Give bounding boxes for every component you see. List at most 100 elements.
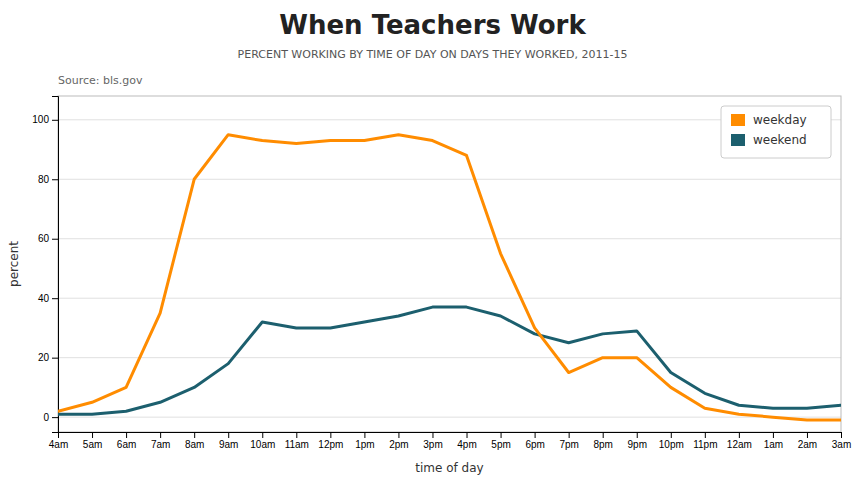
tick-label: 0 [43, 412, 49, 423]
tick-label: 4am [49, 439, 68, 450]
y-tick: 20 [38, 352, 58, 363]
x-axis-title: time of day [415, 461, 483, 475]
tick-mark [467, 432, 468, 438]
x-tick: 7pm [559, 432, 578, 450]
x-tick: 6pm [525, 432, 544, 450]
x-tick: 8am [185, 432, 204, 450]
x-tick: 10pm [659, 432, 684, 450]
x-tick: 12am [727, 432, 752, 450]
tick-label: 60 [38, 233, 50, 244]
grid-line [58, 357, 841, 358]
subtitle: PERCENT WORKING BY TIME OF DAY ON DAYS T… [238, 48, 628, 61]
legend-box [721, 106, 831, 158]
x-tick: 1am [764, 432, 783, 450]
tick-mark [807, 432, 808, 438]
plot-frame [58, 96, 841, 432]
x-axis: 4am 5am 6am 7am 8am 9am 10am 11am 12pm 1pm 2pm 3pm 4… [49, 432, 851, 450]
tick-mark [603, 432, 604, 438]
tick-mark [228, 432, 229, 438]
tick-label: 6pm [525, 439, 544, 450]
y-tick: 40 [38, 293, 58, 304]
tick-mark [671, 432, 672, 438]
tick-mark [432, 432, 433, 438]
tick-mark [52, 120, 58, 121]
x-tick: 10am [250, 432, 275, 450]
lines [58, 135, 841, 420]
tick-label: 5am [83, 439, 102, 450]
x-tick: 3pm [423, 432, 442, 450]
tick-label: 10pm [659, 439, 684, 450]
tick-label: 8pm [593, 439, 612, 450]
grid-line [58, 298, 841, 299]
grid [58, 120, 841, 417]
tick-mark [126, 432, 127, 438]
x-tick: 5pm [491, 432, 510, 450]
tick-label: 1pm [355, 439, 374, 450]
legend-label: weekday [753, 113, 807, 127]
tick-mark [330, 432, 331, 438]
y-axis: 0 20 40 60 80 100 [32, 97, 58, 433]
tick-mark [262, 432, 263, 438]
legend-label: weekend [753, 133, 807, 147]
tick-mark [773, 432, 774, 438]
x-tick: 4am [49, 432, 68, 450]
y-tick: 60 [38, 233, 58, 244]
tick-mark [296, 432, 297, 438]
tick-mark [52, 179, 58, 180]
tick-label: 12pm [318, 439, 343, 450]
legend: weekday weekend [721, 106, 831, 158]
tick-mark [194, 432, 195, 438]
tick-label: 40 [38, 293, 50, 304]
tick-mark [52, 239, 58, 240]
tick-label: 4pm [457, 439, 476, 450]
tick-label: 9am [219, 439, 238, 450]
legend-swatch [731, 134, 745, 146]
grid-line [58, 238, 841, 239]
x-tick: 2am [798, 432, 817, 450]
chart: When Teachers WorkPERCENT WORKING BY TIM… [0, 0, 865, 484]
y-tick: 100 [32, 114, 58, 125]
x-tick: 11pm [693, 432, 717, 450]
tick-label: 20 [38, 352, 50, 363]
x-tick: 12pm [318, 432, 343, 450]
plot: 4am 5am 6am 7am 8am 9am 10am 11am 12pm 1pm 2pm 3pm 4… [7, 96, 851, 475]
x-tick: 9pm [628, 432, 647, 450]
tick-mark [52, 417, 58, 418]
tick-label: 7am [151, 439, 170, 450]
x-tick: 5am [83, 432, 102, 450]
x-tick: 1pm [355, 432, 374, 450]
x-tick: 8pm [593, 432, 612, 450]
tick-label: 10am [250, 439, 275, 450]
tick-mark [569, 432, 570, 438]
grid-line [58, 179, 841, 180]
tick-mark [52, 298, 58, 299]
tick-mark [92, 432, 93, 438]
tick-label: 2am [798, 439, 817, 450]
tick-label: 3am [832, 439, 851, 450]
legend-swatch [731, 114, 745, 126]
tick-label: 12am [727, 439, 752, 450]
axis-line [52, 97, 59, 433]
tick-mark [739, 432, 740, 438]
x-tick: 7am [151, 432, 170, 450]
tick-mark [705, 432, 706, 438]
tick-label: 1am [764, 439, 783, 450]
x-tick: 4pm [457, 432, 476, 450]
tick-label: 2pm [389, 439, 408, 450]
tick-label: 80 [38, 174, 50, 185]
tick-label: 8am [185, 439, 204, 450]
tick-mark [841, 432, 842, 438]
line [58, 307, 841, 414]
x-tick: 11am [285, 432, 309, 450]
tick-mark [52, 358, 58, 359]
tick-mark [535, 432, 536, 438]
tick-label: 9pm [628, 439, 647, 450]
annotation: Source: bls.gov [58, 74, 143, 87]
y-tick: 0 [43, 412, 58, 423]
x-tick: 2pm [389, 432, 408, 450]
y-tick: 80 [38, 174, 58, 185]
tick-label: 7pm [559, 439, 578, 450]
tick-label: 6am [117, 439, 136, 450]
tick-label: 11pm [693, 439, 717, 450]
tick-label: 11am [285, 439, 309, 450]
